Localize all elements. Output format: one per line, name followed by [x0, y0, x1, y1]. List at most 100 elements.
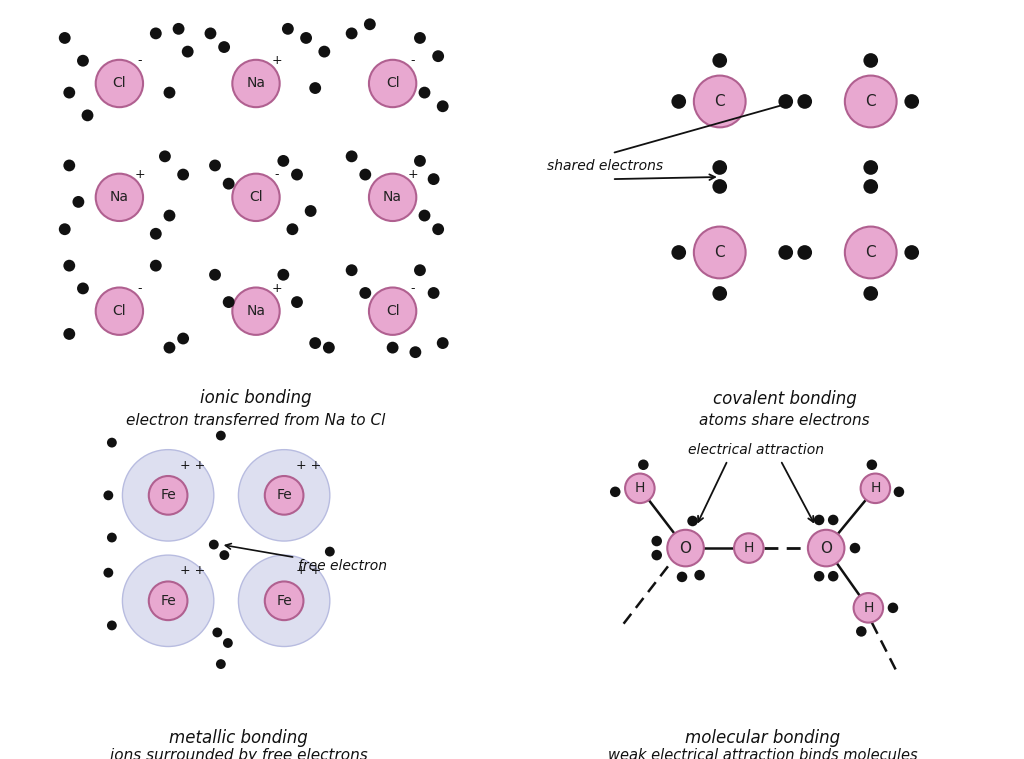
Circle shape	[694, 227, 745, 279]
Circle shape	[410, 346, 421, 358]
Circle shape	[223, 296, 234, 308]
Text: + +: + +	[180, 565, 206, 578]
Circle shape	[309, 82, 322, 94]
Text: covalent bonding: covalent bonding	[713, 390, 856, 408]
Text: -: -	[274, 168, 279, 181]
Text: Na: Na	[110, 191, 129, 204]
Circle shape	[904, 245, 920, 260]
Circle shape	[218, 41, 230, 53]
Circle shape	[854, 593, 883, 622]
Circle shape	[860, 474, 890, 503]
Circle shape	[808, 530, 845, 566]
Circle shape	[148, 476, 187, 515]
Text: shared electrons: shared electrons	[547, 159, 664, 173]
Circle shape	[63, 159, 75, 172]
Circle shape	[428, 287, 439, 299]
Text: +: +	[271, 54, 282, 68]
Circle shape	[205, 27, 216, 39]
Circle shape	[232, 288, 280, 335]
Circle shape	[305, 205, 316, 217]
Text: Cl: Cl	[113, 77, 126, 90]
Circle shape	[159, 150, 171, 162]
Circle shape	[888, 603, 898, 613]
Circle shape	[432, 223, 444, 235]
Circle shape	[419, 87, 430, 99]
Circle shape	[651, 550, 662, 560]
Circle shape	[414, 155, 426, 167]
Circle shape	[216, 430, 225, 440]
Circle shape	[265, 581, 303, 620]
Circle shape	[123, 449, 214, 541]
Circle shape	[845, 227, 897, 279]
Circle shape	[325, 546, 335, 556]
Circle shape	[694, 76, 745, 128]
Text: Cl: Cl	[386, 77, 399, 90]
Text: +: +	[408, 168, 419, 181]
Text: -: -	[137, 282, 142, 295]
Text: weak electrical attraction binds molecules: weak electrical attraction binds molecul…	[608, 748, 918, 759]
Circle shape	[209, 269, 221, 281]
Circle shape	[359, 168, 372, 181]
Circle shape	[106, 533, 117, 543]
Text: Na: Na	[247, 77, 265, 90]
Circle shape	[287, 223, 298, 235]
Circle shape	[863, 53, 878, 68]
Circle shape	[164, 209, 175, 222]
Text: -: -	[137, 54, 142, 68]
Text: atoms share electrons: atoms share electrons	[699, 413, 869, 428]
Circle shape	[866, 459, 878, 470]
Circle shape	[364, 18, 376, 30]
Circle shape	[148, 581, 187, 620]
Circle shape	[419, 209, 430, 222]
Text: + +: + +	[180, 459, 206, 472]
Text: free electron: free electron	[225, 543, 387, 572]
Circle shape	[291, 296, 303, 308]
Text: Na: Na	[247, 304, 265, 318]
Text: Cl: Cl	[386, 304, 399, 318]
Circle shape	[212, 628, 222, 638]
Circle shape	[291, 168, 303, 181]
Circle shape	[778, 94, 793, 109]
Text: O: O	[820, 540, 833, 556]
Circle shape	[63, 260, 75, 272]
Circle shape	[182, 46, 194, 58]
Circle shape	[323, 342, 335, 354]
Circle shape	[239, 555, 330, 647]
Circle shape	[150, 260, 162, 272]
Text: electrical attraction: electrical attraction	[688, 442, 824, 457]
Circle shape	[123, 555, 214, 647]
Circle shape	[95, 60, 143, 107]
Circle shape	[232, 174, 280, 221]
Circle shape	[668, 530, 703, 566]
Circle shape	[103, 490, 114, 500]
Text: ions surrounded by free electrons: ions surrounded by free electrons	[110, 748, 368, 759]
Circle shape	[437, 100, 449, 112]
Circle shape	[58, 223, 71, 235]
Circle shape	[359, 287, 372, 299]
Text: + +: + +	[296, 459, 322, 472]
Circle shape	[713, 286, 727, 301]
Circle shape	[845, 76, 897, 128]
Text: electron transferred from Na to Cl: electron transferred from Na to Cl	[126, 413, 386, 428]
Text: Cl: Cl	[113, 304, 126, 318]
Circle shape	[209, 540, 219, 550]
Circle shape	[369, 288, 417, 335]
Circle shape	[95, 174, 143, 221]
Circle shape	[713, 53, 727, 68]
Circle shape	[265, 476, 303, 515]
Text: H: H	[870, 481, 881, 496]
Circle shape	[164, 87, 175, 99]
Circle shape	[437, 337, 449, 349]
Text: metallic bonding: metallic bonding	[169, 729, 308, 747]
Text: C: C	[715, 94, 725, 109]
Circle shape	[863, 160, 878, 175]
Circle shape	[150, 27, 162, 39]
Text: Na: Na	[383, 191, 402, 204]
Circle shape	[694, 570, 705, 581]
Circle shape	[856, 626, 866, 637]
Circle shape	[369, 60, 417, 107]
Circle shape	[82, 109, 93, 121]
Text: H: H	[863, 601, 873, 615]
Circle shape	[369, 174, 417, 221]
Circle shape	[687, 515, 697, 526]
